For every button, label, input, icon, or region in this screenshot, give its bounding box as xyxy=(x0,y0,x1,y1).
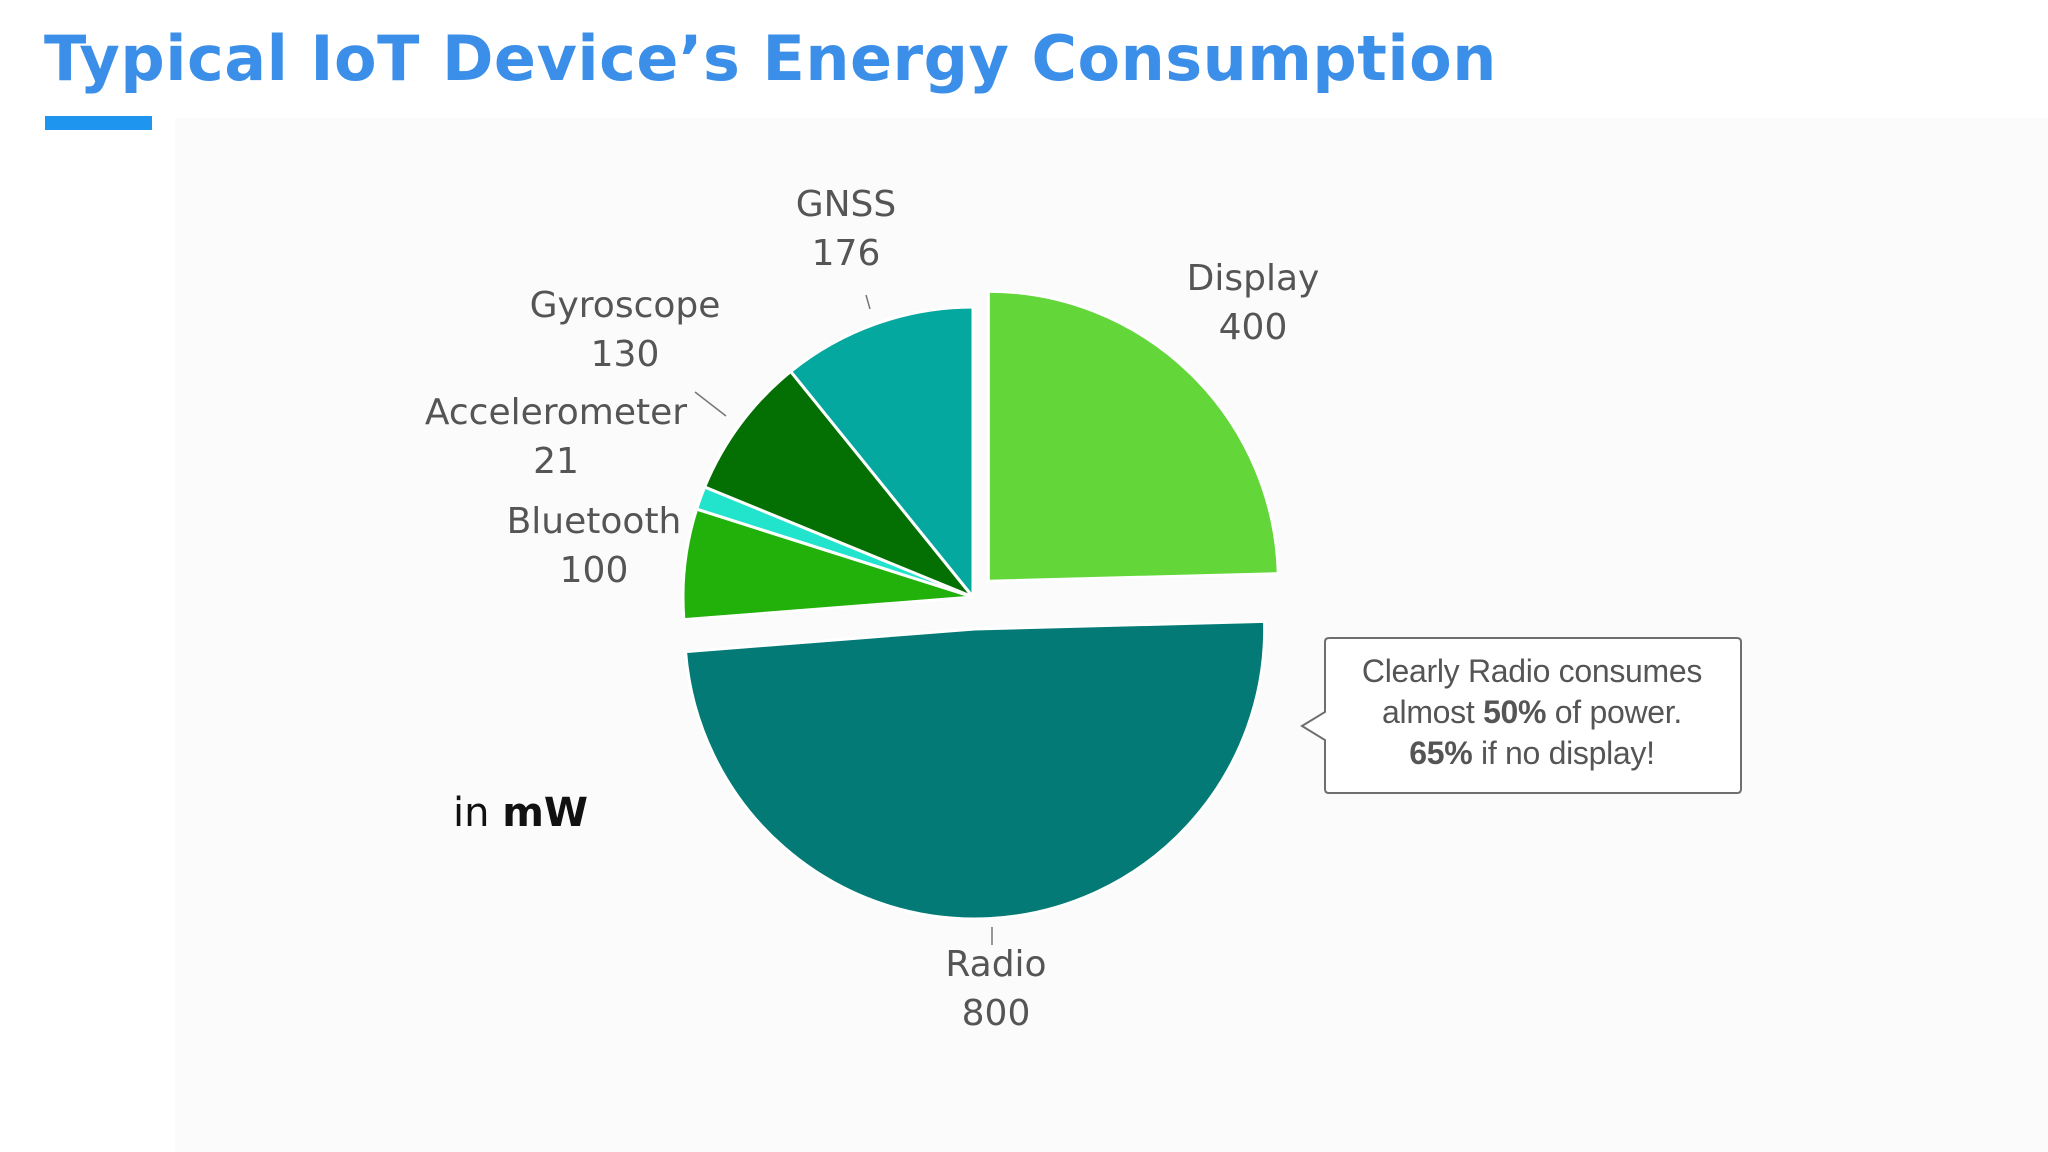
callout-radio-share-no-display: 65% xyxy=(1409,735,1473,771)
slice-label-gyroscope: Gyroscope xyxy=(530,285,721,326)
pie-slices xyxy=(681,289,1280,921)
unit-note: in mW xyxy=(453,790,588,836)
pie-slice-display xyxy=(986,289,1280,583)
slice-value-accelerometer: 21 xyxy=(533,441,579,482)
leader-lines xyxy=(694,294,993,945)
slice-label-accelerometer: Accelerometer xyxy=(425,392,687,433)
slice-value-gnss: 176 xyxy=(812,233,881,274)
slice-label-bluetooth: Bluetooth xyxy=(507,501,682,542)
slice-value-display: 400 xyxy=(1219,307,1288,348)
callout-box xyxy=(1300,637,1742,794)
unit-label: mW xyxy=(502,790,588,836)
slice-label-display: Display xyxy=(1187,258,1320,299)
callout-line-1: Clearly Radio consumes xyxy=(1361,653,1703,689)
page-title: Typical IoT Device’s Energy Consumption xyxy=(44,22,1497,95)
pie-slice-gyroscope xyxy=(703,369,975,599)
leader-line-gyroscope xyxy=(694,391,727,417)
callout-radio-share: 50% xyxy=(1483,694,1547,730)
pie-slice-gnss xyxy=(789,305,975,599)
pie-slice-radio xyxy=(684,619,1267,921)
callout-text: Clearly Radio consumes almost 50% of pow… xyxy=(1326,651,1738,774)
slice-label-gnss: GNSS xyxy=(796,184,897,225)
slice-value-radio: 800 xyxy=(962,993,1031,1034)
slice-value-gyroscope: 130 xyxy=(591,334,660,375)
callout-line-3: 65% if no display! xyxy=(1409,735,1655,771)
slice-label-radio: Radio xyxy=(945,944,1046,985)
callout-line-2: almost 50% of power. xyxy=(1382,694,1682,730)
slice-labels: Display 400 Radio 800 Bluetooth 100 Accelerome… xyxy=(425,184,1319,1034)
slice-value-bluetooth: 100 xyxy=(560,550,629,591)
leader-line-gnss xyxy=(865,294,871,310)
title-underline xyxy=(45,116,152,130)
